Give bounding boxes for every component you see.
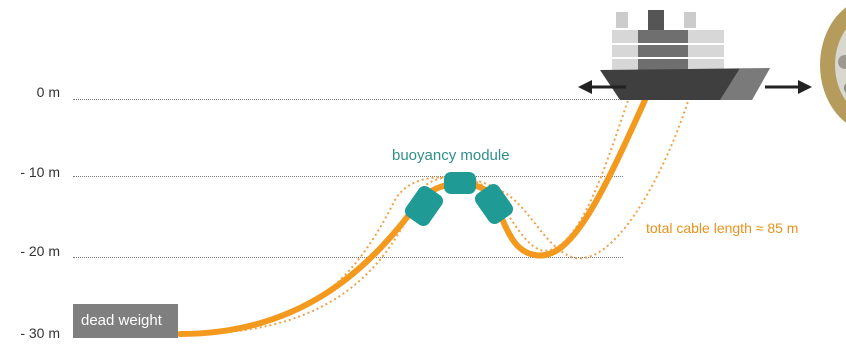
buoyancy-module-top — [444, 172, 476, 194]
buoyancy-modules — [404, 172, 514, 227]
depth-label-30m: - 30 m — [20, 325, 60, 341]
cable-cross-section-photo — [820, 7, 846, 123]
depth-line-20m — [73, 257, 623, 258]
buoyancy-module-left — [404, 185, 444, 227]
floating-platform — [600, 10, 770, 100]
depth-label-10m: - 10 m — [20, 164, 60, 180]
depth-label-0m: 0 m — [36, 84, 60, 100]
dead-weight-block: dead weight — [73, 304, 178, 338]
motion-arrows — [578, 80, 812, 94]
total-cable-length-label: total cable length ≈ 85 m — [646, 220, 799, 236]
depth-line-10m — [73, 176, 623, 177]
cable-envelope-lower — [184, 94, 691, 335]
depth-label-20m: - 20 m — [20, 243, 60, 259]
depth-line-0m — [73, 99, 623, 100]
buoyancy-module-label: buoyancy module — [392, 147, 510, 164]
buoyancy-module-right — [474, 183, 514, 225]
